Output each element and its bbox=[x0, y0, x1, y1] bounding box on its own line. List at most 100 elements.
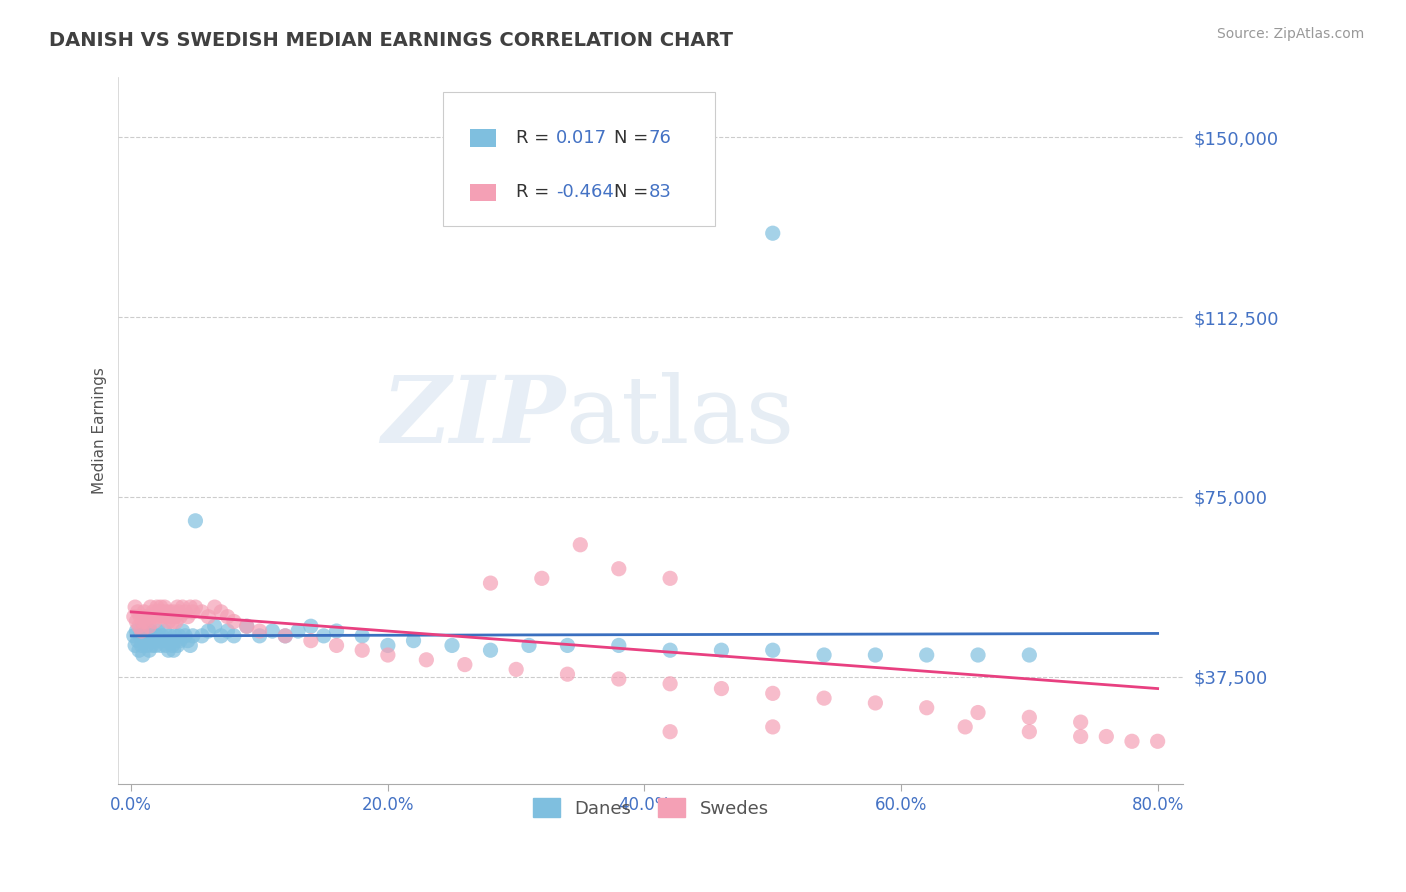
Text: DANISH VS SWEDISH MEDIAN EARNINGS CORRELATION CHART: DANISH VS SWEDISH MEDIAN EARNINGS CORREL… bbox=[49, 31, 733, 50]
Point bbox=[142, 629, 165, 643]
Point bbox=[710, 681, 733, 696]
Point bbox=[172, 624, 194, 638]
Point bbox=[122, 609, 145, 624]
Point bbox=[710, 643, 733, 657]
Point bbox=[352, 629, 374, 643]
Point bbox=[148, 605, 170, 619]
Point bbox=[607, 639, 630, 653]
Point bbox=[865, 696, 887, 710]
Point bbox=[132, 619, 155, 633]
Point bbox=[157, 643, 180, 657]
Point bbox=[146, 600, 169, 615]
Point bbox=[143, 615, 166, 629]
Point bbox=[132, 605, 155, 619]
Legend: Danes, Swedes: Danes, Swedes bbox=[526, 791, 776, 825]
Point bbox=[191, 629, 214, 643]
Point bbox=[813, 648, 835, 662]
Text: 0.017: 0.017 bbox=[557, 129, 607, 147]
Point bbox=[415, 653, 437, 667]
Point bbox=[163, 629, 186, 643]
Point bbox=[128, 643, 150, 657]
Point bbox=[217, 624, 239, 638]
Point bbox=[440, 639, 463, 653]
Y-axis label: Median Earnings: Median Earnings bbox=[93, 368, 107, 494]
Point bbox=[174, 605, 197, 619]
Point bbox=[141, 639, 163, 653]
Point bbox=[1018, 724, 1040, 739]
Text: Source: ZipAtlas.com: Source: ZipAtlas.com bbox=[1216, 27, 1364, 41]
Point bbox=[132, 629, 155, 643]
Point bbox=[1146, 734, 1168, 748]
Point bbox=[179, 600, 201, 615]
Point bbox=[169, 609, 191, 624]
Text: N =: N = bbox=[613, 129, 654, 147]
Point bbox=[149, 600, 172, 615]
Point bbox=[191, 605, 214, 619]
Point bbox=[249, 629, 271, 643]
Point bbox=[312, 629, 335, 643]
Point bbox=[132, 615, 155, 629]
Point bbox=[150, 629, 173, 643]
Point bbox=[124, 600, 146, 615]
Point bbox=[184, 514, 207, 528]
Point bbox=[122, 629, 145, 643]
FancyBboxPatch shape bbox=[470, 129, 496, 147]
Point bbox=[152, 633, 174, 648]
Point bbox=[160, 633, 183, 648]
Point bbox=[148, 633, 170, 648]
Point bbox=[172, 600, 194, 615]
Point bbox=[517, 639, 540, 653]
Point bbox=[139, 633, 162, 648]
Point bbox=[865, 648, 887, 662]
Point bbox=[165, 615, 187, 629]
Point bbox=[148, 624, 170, 638]
Point bbox=[607, 672, 630, 686]
Point bbox=[659, 724, 682, 739]
Point bbox=[505, 662, 527, 676]
Point bbox=[204, 600, 226, 615]
Point bbox=[155, 605, 177, 619]
Point bbox=[132, 648, 155, 662]
Point bbox=[167, 629, 190, 643]
Point bbox=[274, 629, 297, 643]
Point bbox=[530, 571, 553, 585]
Point bbox=[152, 609, 174, 624]
Point bbox=[325, 639, 347, 653]
Point bbox=[1070, 730, 1092, 744]
Point bbox=[274, 629, 297, 643]
Point bbox=[402, 633, 425, 648]
Point bbox=[1018, 648, 1040, 662]
Point bbox=[156, 633, 179, 648]
Point bbox=[557, 639, 579, 653]
Point bbox=[659, 677, 682, 691]
Point bbox=[299, 619, 322, 633]
Point bbox=[159, 605, 181, 619]
Point bbox=[129, 629, 152, 643]
Point bbox=[235, 619, 257, 633]
Point bbox=[159, 629, 181, 643]
Point bbox=[204, 619, 226, 633]
Point bbox=[1070, 715, 1092, 730]
Point bbox=[197, 624, 219, 638]
Point bbox=[127, 605, 149, 619]
Point bbox=[162, 615, 184, 629]
Text: -0.464: -0.464 bbox=[557, 184, 614, 202]
Point bbox=[325, 624, 347, 638]
Point bbox=[143, 633, 166, 648]
Point bbox=[167, 605, 190, 619]
Point bbox=[479, 643, 502, 657]
Point bbox=[217, 609, 239, 624]
Point bbox=[162, 643, 184, 657]
Point bbox=[157, 615, 180, 629]
Point bbox=[177, 633, 200, 648]
Point bbox=[177, 609, 200, 624]
Point bbox=[184, 600, 207, 615]
Point bbox=[142, 605, 165, 619]
Point bbox=[1095, 730, 1118, 744]
Point bbox=[1121, 734, 1143, 748]
Point bbox=[166, 639, 188, 653]
Point bbox=[967, 706, 990, 720]
Point bbox=[135, 615, 157, 629]
Point bbox=[135, 639, 157, 653]
Text: 83: 83 bbox=[648, 184, 672, 202]
